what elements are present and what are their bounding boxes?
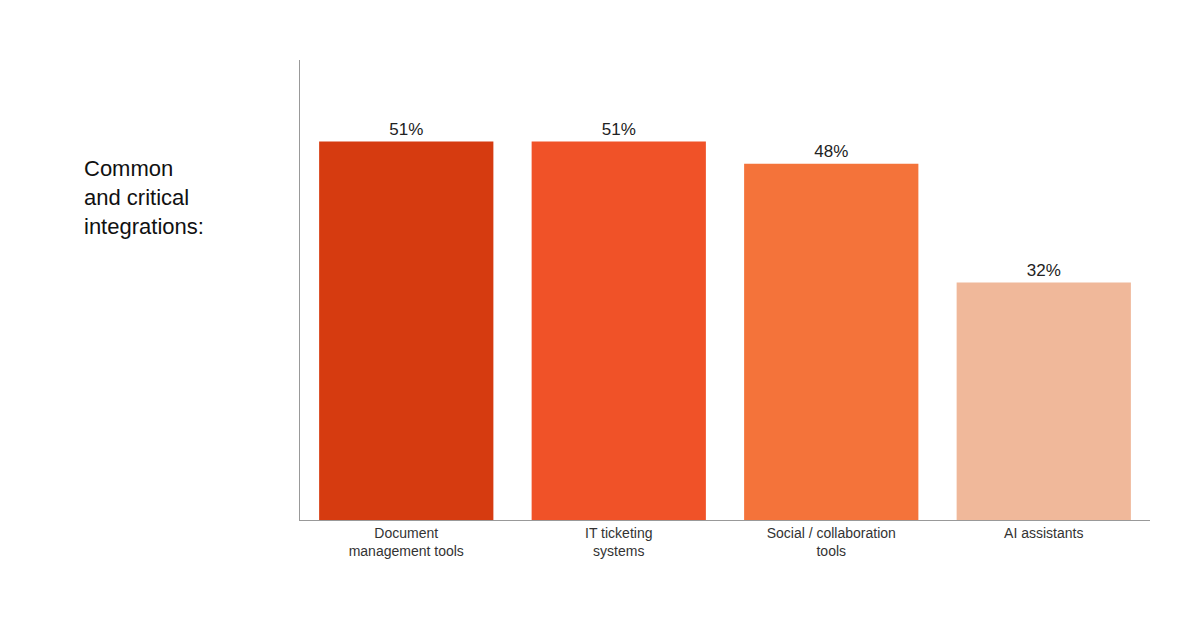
svg-text:Documentmanagement tools: Documentmanagement tools (349, 525, 464, 559)
svg-text:AI assistants: AI assistants (1004, 525, 1083, 541)
svg-text:32%: 32% (1027, 261, 1061, 280)
svg-text:Social / collaborationtools: Social / collaborationtools (767, 525, 896, 559)
svg-text:51%: 51% (389, 120, 423, 139)
svg-text:48%: 48% (814, 142, 848, 161)
svg-text:IT ticketingsystems: IT ticketingsystems (585, 525, 652, 559)
svg-text:Commonand criticalintegrations: Commonand criticalintegrations: (84, 156, 204, 238)
svg-text:51%: 51% (602, 120, 636, 139)
